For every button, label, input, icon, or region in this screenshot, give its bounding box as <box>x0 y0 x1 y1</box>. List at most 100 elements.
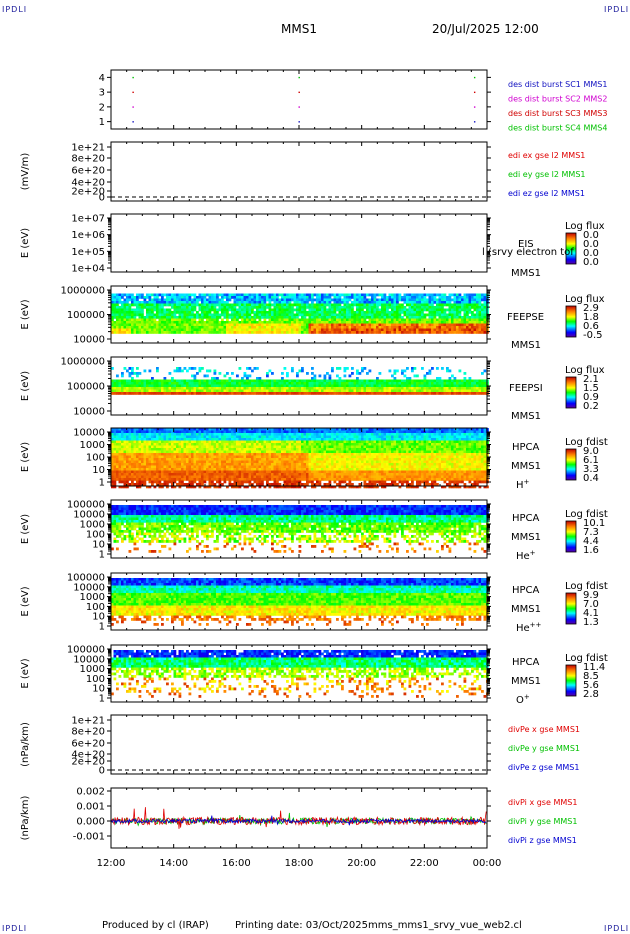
heatmap-cell <box>351 328 354 332</box>
heatmap-cell <box>163 463 167 466</box>
heatmap-cell <box>258 387 262 390</box>
heatmap-cell <box>126 303 129 307</box>
heatmap-cell <box>203 328 207 332</box>
heatmap-cell <box>208 331 212 334</box>
heatmap-cell <box>218 443 222 446</box>
heatmap-cell <box>406 321 409 324</box>
heatmap-cell <box>171 298 174 302</box>
heatmap-cell <box>271 372 274 375</box>
heatmap-cell <box>236 465 239 469</box>
heatmap-cell <box>418 303 422 307</box>
heatmap-cell <box>446 313 449 317</box>
heatmap-cell <box>166 475 169 479</box>
heatmap-cell <box>463 296 467 299</box>
heatmap-cell <box>158 323 162 327</box>
heatmap-cell <box>316 308 319 312</box>
heatmap-cell <box>321 303 324 307</box>
heatmap-cell <box>278 433 282 436</box>
heatmap-cell <box>126 318 129 322</box>
heatmap-cell <box>313 306 317 309</box>
heatmap-cell <box>463 318 467 322</box>
heatmap-cell <box>483 316 487 319</box>
heatmap-cell <box>191 382 194 385</box>
heatmap-cell <box>183 445 187 449</box>
heatmap-cell <box>303 321 307 324</box>
heatmap-cell <box>391 321 394 324</box>
heatmap-cell <box>271 430 274 434</box>
heatmap-cell <box>266 438 269 441</box>
heatmap-cell <box>113 389 117 393</box>
heatmap-cell <box>333 328 337 332</box>
heatmap-cell <box>156 448 159 451</box>
heatmap-cell <box>163 303 167 307</box>
heatmap-cell <box>238 460 242 464</box>
heatmap-cell <box>186 308 189 312</box>
heatmap-cell <box>208 321 212 324</box>
heatmap-cell <box>233 445 237 449</box>
heatmap-cell <box>236 458 239 461</box>
heatmap-cell <box>236 468 239 471</box>
heatmap-cell <box>466 308 469 312</box>
heatmap-cell <box>421 303 424 307</box>
heatmap-cell <box>141 384 144 388</box>
heatmap-cell <box>196 384 199 388</box>
heatmap-cell <box>458 331 462 334</box>
heatmap-cell <box>356 379 359 383</box>
heatmap-cell <box>201 460 204 464</box>
heatmap-cell <box>223 301 227 304</box>
heatmap-cell <box>258 321 262 324</box>
heatmap-cell <box>181 475 184 479</box>
heatmap-cell <box>466 389 469 393</box>
heatmap-cell <box>456 318 459 322</box>
heatmap-cell <box>198 428 202 431</box>
heatmap-cell <box>121 460 124 464</box>
heatmap-cell <box>338 313 342 317</box>
heatmap-cell <box>156 308 159 312</box>
heatmap-cell <box>453 392 457 395</box>
heatmap-cell <box>131 293 134 297</box>
heatmap-cell <box>476 318 479 322</box>
heatmap-cell <box>328 389 332 393</box>
heatmap-cell <box>211 379 214 383</box>
heatmap-cell <box>206 463 209 466</box>
heatmap-cell <box>368 384 372 388</box>
heatmap-cell <box>213 384 217 388</box>
heatmap-cell <box>428 293 432 297</box>
heatmap-cell <box>276 428 279 431</box>
heatmap-cell <box>178 435 182 439</box>
heatmap-cell <box>206 323 209 327</box>
heatmap-cell <box>148 440 152 444</box>
heatmap-cell <box>213 303 217 307</box>
heatmap-cell <box>203 463 207 466</box>
heatmap-cell <box>238 443 242 446</box>
heatmap-cell <box>256 453 259 456</box>
heatmap-cell <box>381 318 384 322</box>
heatmap-cell <box>383 306 387 309</box>
heatmap-cell <box>143 306 147 309</box>
heatmap-cell <box>128 448 132 451</box>
heatmap-cell <box>381 313 384 317</box>
heatmap-cell <box>251 443 254 446</box>
heatmap-cell <box>186 455 189 459</box>
heatmap-cell <box>118 485 122 489</box>
heatmap-cell <box>396 331 399 334</box>
heatmap-cell <box>268 306 272 309</box>
heatmap-cell <box>248 448 252 451</box>
heatmap-cell <box>148 331 152 334</box>
heatmap-cell <box>231 463 234 466</box>
heatmap-cell <box>476 303 479 307</box>
heatmap-cell <box>168 328 172 332</box>
heatmap-cell <box>363 301 367 304</box>
heatmap-cell <box>296 313 299 317</box>
heatmap-cell <box>241 382 244 385</box>
heatmap-cell <box>201 296 204 299</box>
heatmap-cell <box>358 306 362 309</box>
heatmap-cell <box>183 478 187 481</box>
heatmap-cell <box>478 323 482 327</box>
heatmap-cell <box>186 313 189 317</box>
heatmap-cell <box>433 301 437 304</box>
heatmap-cell <box>151 458 154 461</box>
heatmap-cell <box>243 468 247 471</box>
heatmap-cell <box>153 465 157 469</box>
heatmap-cell <box>246 377 249 380</box>
